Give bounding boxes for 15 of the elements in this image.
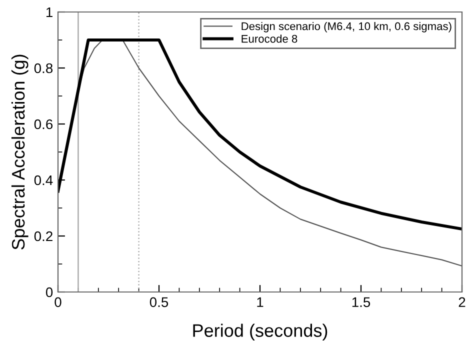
y-tick-label: 0.8 bbox=[34, 63, 53, 74]
x-tick-label: 1 bbox=[257, 297, 264, 307]
legend-label: Eurocode 8 bbox=[242, 34, 298, 43]
y-tick-label: 0.6 bbox=[34, 119, 53, 130]
x-axis-title: Period (seconds) bbox=[193, 324, 328, 341]
y-tick-label: 0.2 bbox=[34, 231, 52, 242]
x-tick-label: 1.5 bbox=[352, 297, 370, 308]
y-tick-label: 0 bbox=[46, 287, 53, 298]
legend-label: Design scenario (M6.4, 10 km, 0.6 sigmas) bbox=[242, 22, 452, 32]
x-tick-label: 2 bbox=[458, 297, 466, 307]
y-tick-label: 0.4 bbox=[34, 175, 53, 186]
y-axis-title: Spectral Acceleration (g) bbox=[11, 54, 28, 250]
x-tick-label: 0.5 bbox=[150, 297, 168, 308]
y-tick-label: 1 bbox=[46, 7, 52, 18]
x-tick-label: 0 bbox=[54, 297, 62, 308]
